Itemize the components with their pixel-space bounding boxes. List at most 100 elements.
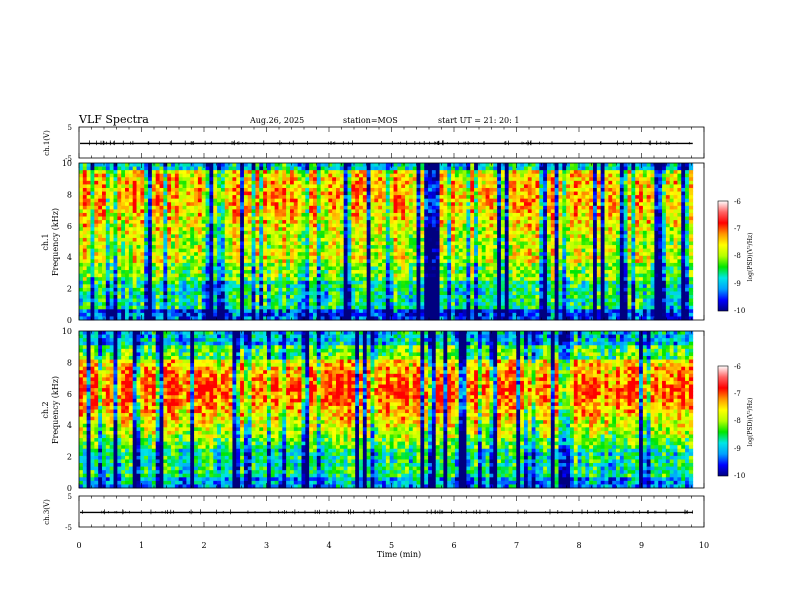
spectrogram-cell (282, 209, 287, 214)
spectrogram-cell (224, 280, 230, 285)
spectrogram-cell (458, 316, 463, 321)
spectrogram-cell (359, 287, 364, 292)
spectrogram-cell (431, 191, 437, 196)
spectrogram-cell (132, 216, 137, 221)
spectrogram-cell (178, 170, 183, 175)
spectrogram-cell (309, 312, 314, 317)
spectrogram-cell (98, 223, 103, 228)
spectrogram-cell (213, 191, 218, 196)
spectrogram-cell (282, 309, 287, 314)
spectrogram-cell (224, 198, 230, 203)
spectrogram-cell (351, 277, 356, 282)
spectrogram-cell (194, 195, 199, 200)
spectrogram-cell (251, 277, 256, 282)
spectrogram-cell (370, 248, 375, 253)
spectrogram-cell (197, 287, 203, 292)
spectrogram-cell (240, 309, 245, 314)
spectrogram-cell (94, 259, 99, 264)
spectrogram-cell (393, 177, 398, 182)
spectrogram-cell (136, 212, 141, 217)
spectrogram-cell (201, 305, 206, 310)
spectrogram-cell (228, 298, 233, 303)
spectrogram-cell (263, 291, 268, 296)
spectrogram-cell (320, 262, 325, 267)
spectrogram-cell (171, 205, 176, 210)
spectrogram-cell (454, 309, 460, 314)
spectrogram-cell (474, 305, 479, 310)
spectrogram-cell (236, 187, 241, 192)
spectrogram-cell (382, 212, 387, 217)
spectrogram-cell (397, 273, 402, 278)
spectrogram-cell (171, 195, 176, 200)
spectrogram-cell (190, 309, 195, 314)
spectrogram-cell (125, 245, 130, 250)
spectrogram-cell (178, 270, 183, 275)
spectrogram-cell (385, 212, 391, 217)
spectrogram-cell (151, 262, 157, 267)
spectrogram-cell (205, 295, 210, 299)
spectrogram-cell (79, 191, 84, 196)
spectrogram-cell (412, 220, 417, 225)
spectrogram-cell (412, 237, 417, 242)
spectrogram-cell (454, 277, 460, 282)
spectrogram-cell (186, 205, 191, 210)
spectrogram-cell (466, 316, 471, 321)
spectrogram-cell (477, 273, 483, 278)
spectrogram-cell (159, 241, 164, 246)
spectrogram-cell (328, 291, 333, 296)
spectrogram-cell (454, 302, 460, 307)
spectrogram-cell (451, 187, 456, 192)
spectrogram-cell (297, 170, 302, 175)
spectrogram-cell (312, 237, 318, 242)
spectrogram-cell (205, 220, 210, 225)
spectrogram-cell (205, 237, 210, 242)
spectrogram-cell (332, 252, 337, 257)
spectrogram-cell (332, 241, 337, 246)
spectrogram-cell (117, 216, 122, 221)
spectrogram-cell (405, 305, 410, 310)
spectrogram-cell (389, 302, 394, 307)
spectrogram-cell (420, 209, 425, 214)
spectrogram-cell (140, 305, 145, 310)
spectrogram-cell (416, 205, 421, 210)
spectrogram-cell (201, 302, 206, 307)
spectrogram-cell (197, 184, 203, 189)
spectrogram-cell (343, 234, 348, 239)
spectrogram-cell (385, 166, 391, 171)
spectrogram-cell (159, 227, 164, 232)
spectrogram-cell (351, 237, 356, 242)
spectrogram-cell (477, 184, 483, 189)
spectrogram-cell (174, 223, 180, 228)
spectrogram-cell (301, 273, 306, 278)
spectrogram-cell (259, 241, 264, 246)
spectrogram-cell (397, 248, 402, 253)
spectrogram-cell (113, 170, 118, 175)
spectrogram-cell (412, 252, 417, 257)
spectrogram-cell (493, 173, 498, 178)
spectrogram-cell (297, 187, 302, 192)
spectrogram-cell (343, 170, 348, 175)
spectrogram-cell (102, 198, 107, 203)
spectrogram-cell (355, 212, 360, 217)
spectrogram-cell (136, 223, 141, 228)
spectrogram-cell (255, 305, 260, 310)
spectrogram-cell (232, 295, 237, 299)
spectrogram-cell (485, 227, 490, 232)
spectrogram-cell (240, 284, 245, 289)
spectrogram-cell (98, 316, 103, 321)
spectrogram-cell (301, 220, 306, 225)
spectrogram-cell (405, 309, 410, 314)
spectrogram-cell (159, 216, 164, 221)
spectrogram-cell (213, 252, 218, 257)
spectrogram-cell (462, 245, 467, 250)
spectrogram-cell (136, 180, 141, 185)
spectrogram-cell (86, 255, 91, 260)
spectrogram-cell (178, 312, 183, 317)
spectrogram-cell (382, 223, 387, 228)
spectrogram-cell (278, 252, 283, 257)
spectrogram-cell (251, 266, 256, 271)
spectrogram-cell (343, 245, 348, 250)
spectrogram-cell (79, 305, 84, 310)
spectrogram-cell (489, 245, 494, 250)
spectrogram-cell (362, 284, 368, 289)
